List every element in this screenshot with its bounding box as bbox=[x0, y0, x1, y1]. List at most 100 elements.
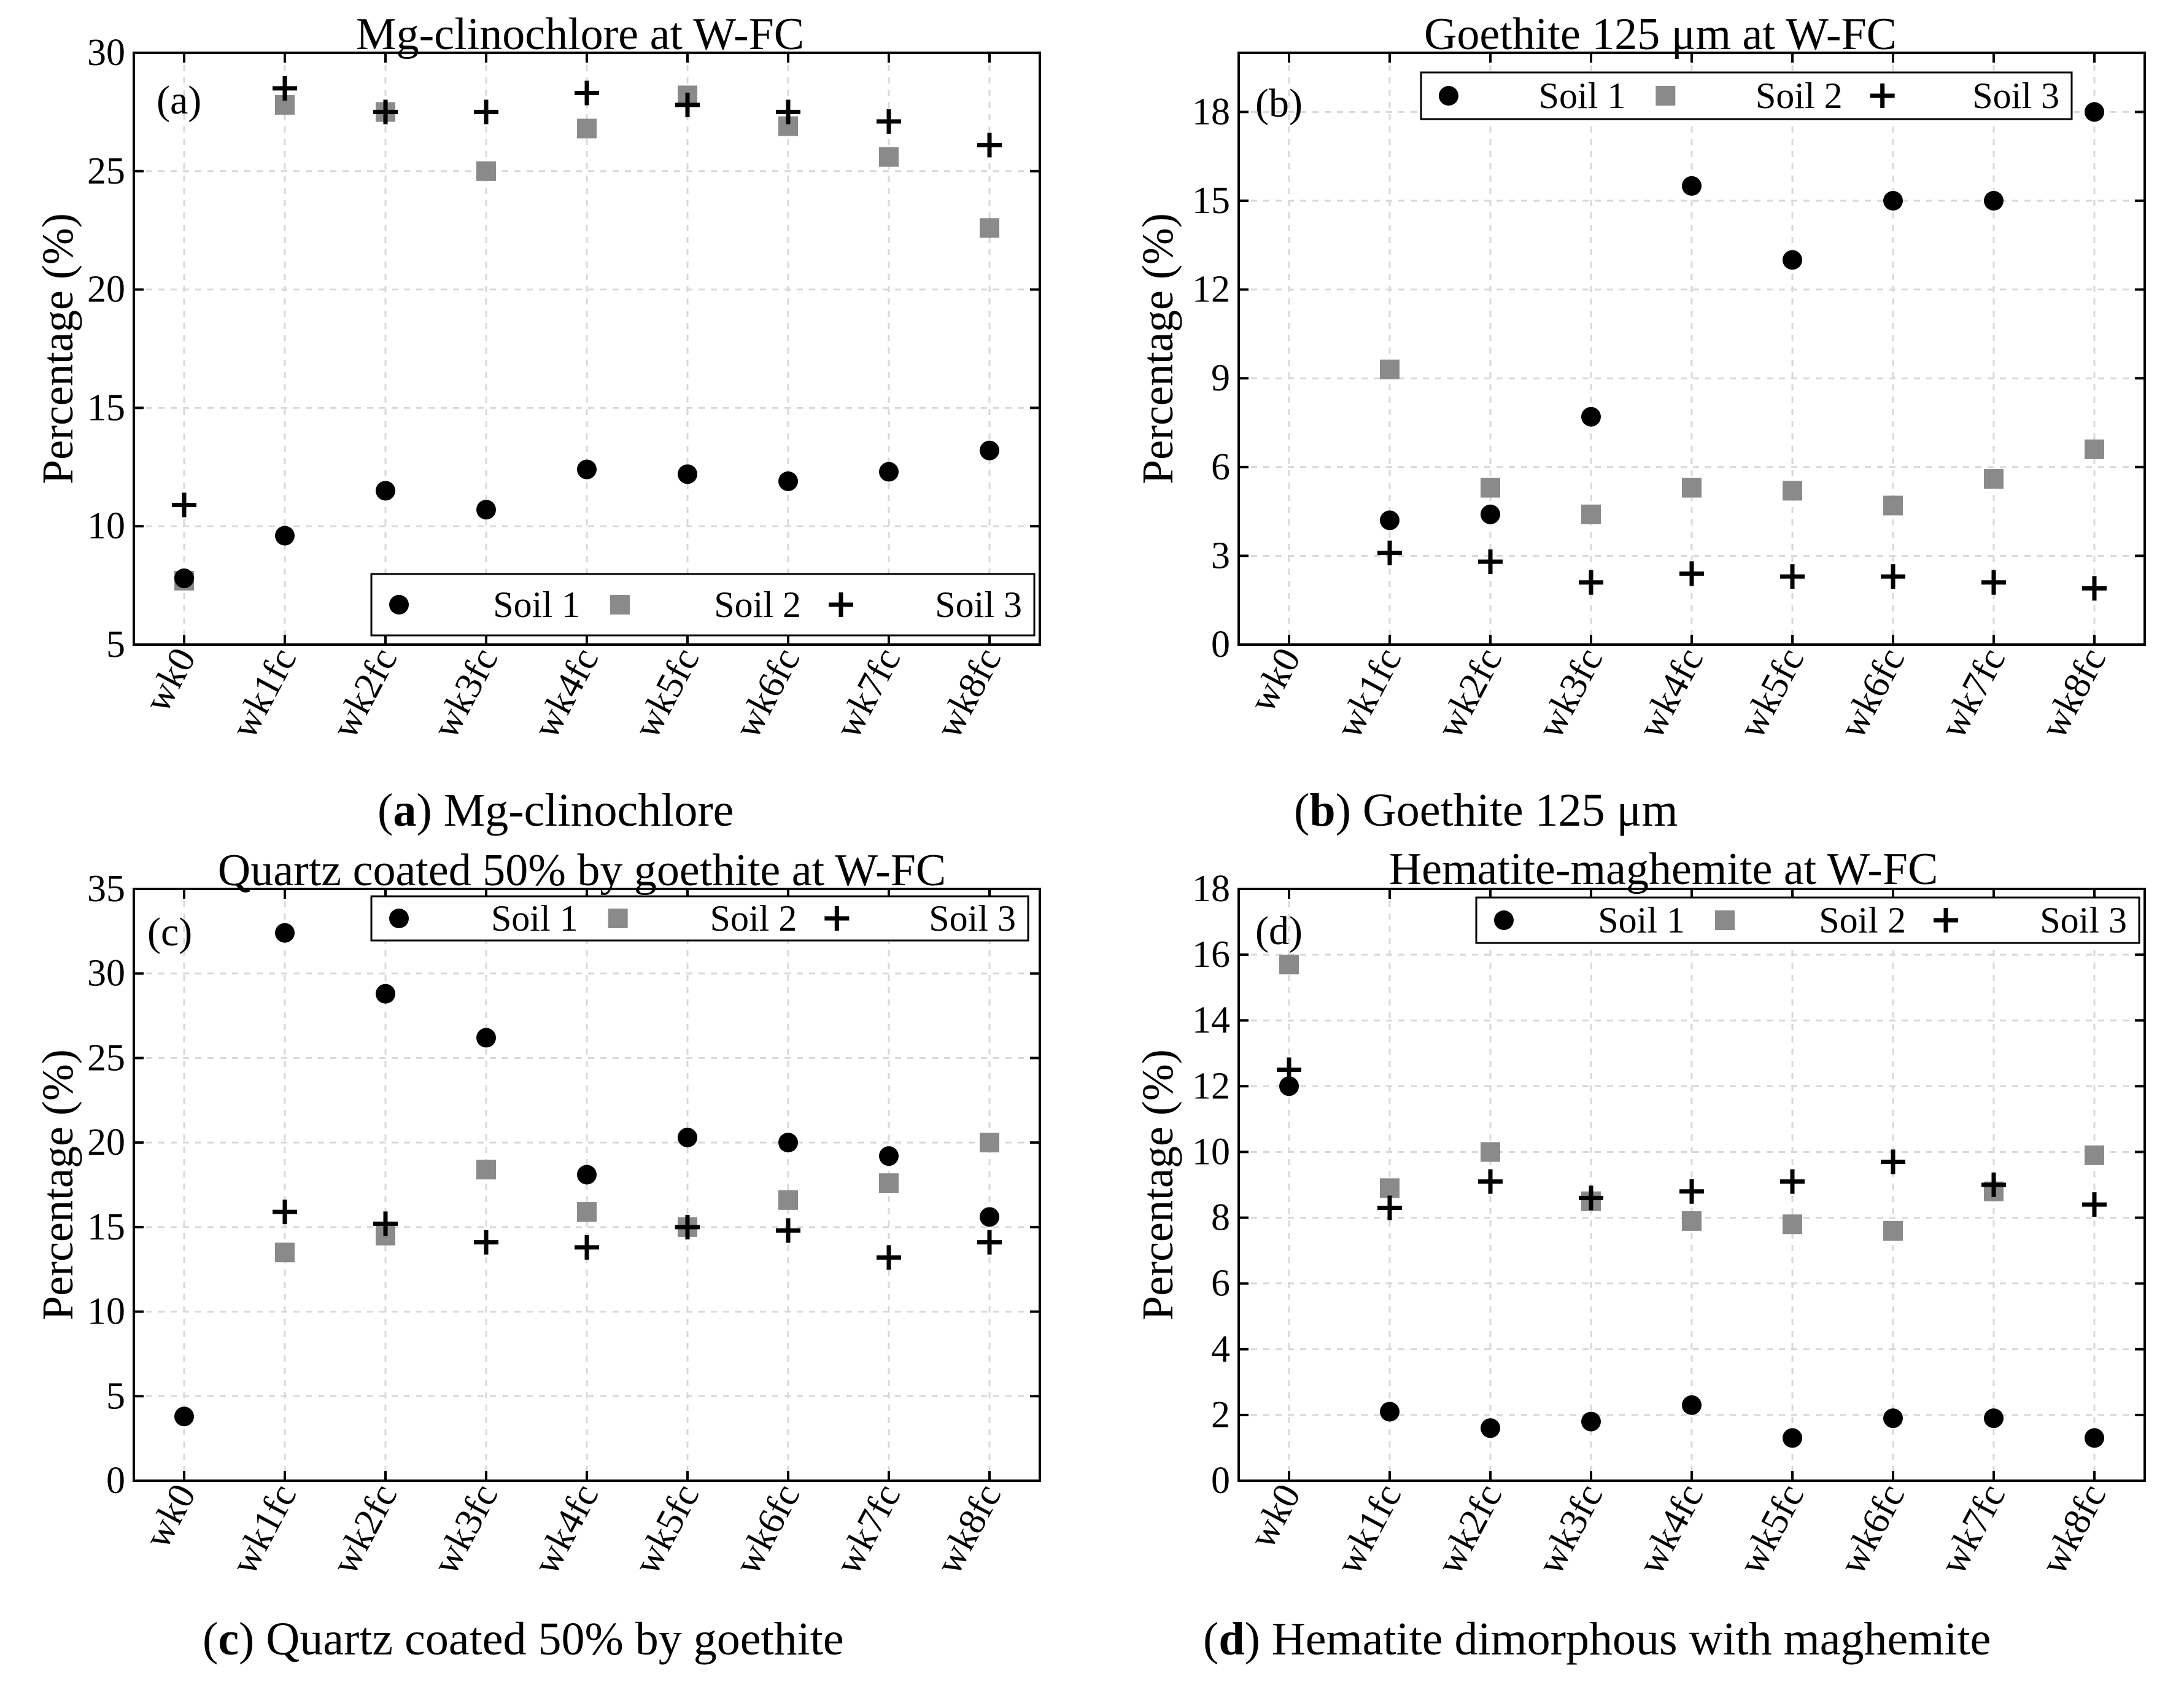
x-tick-label: wk2fc bbox=[1429, 642, 1511, 745]
x-tick-label: wk3fc bbox=[425, 642, 506, 745]
x-tick-label: wk6fc bbox=[1832, 1478, 1913, 1581]
x-tick-label: wk7fc bbox=[827, 1478, 909, 1581]
data-point bbox=[675, 1214, 700, 1239]
y-axis: 0 3 6 9 12 15 18 bbox=[1192, 91, 2145, 665]
caption-text: ) Quartz coated 50% by goethite bbox=[239, 1613, 844, 1665]
legend-label: Soil 1 bbox=[493, 584, 580, 625]
legend-marker bbox=[610, 595, 630, 615]
chart-panel-c: 0 5 10 15 20 25 30 35 wk0 wk1fc wk2fc wk3fc wk4fc wk5… bbox=[33, 845, 1041, 1665]
y-axis-label: Percentage (%) bbox=[33, 1049, 82, 1321]
caption-letter: d bbox=[1218, 1613, 1244, 1665]
x-tick-label: wk8fc bbox=[2033, 1478, 2115, 1581]
data-point bbox=[1783, 481, 1802, 501]
data-point bbox=[1481, 1418, 1500, 1438]
legend-box bbox=[1420, 71, 2073, 120]
data-point bbox=[675, 92, 700, 117]
y-axis-label: Percentage (%) bbox=[33, 213, 82, 484]
y-tick-label: 18 bbox=[1192, 91, 1230, 133]
y-tick-label: 15 bbox=[87, 1206, 125, 1248]
series-soil-3 bbox=[172, 76, 1002, 518]
caption-text: ) Mg-clinochlore bbox=[416, 785, 734, 836]
y-axis-label: Percentage (%) bbox=[1133, 1049, 1182, 1321]
data-point bbox=[577, 459, 597, 479]
caption-open-paren: ( bbox=[1203, 1613, 1218, 1665]
data-point bbox=[1279, 955, 1299, 975]
x-tick-label: wk6fc bbox=[727, 642, 808, 745]
data-point bbox=[275, 525, 295, 546]
data-point bbox=[1881, 1149, 1905, 1174]
data-point bbox=[980, 1133, 999, 1153]
data-point bbox=[172, 492, 196, 518]
x-axis: wk0 wk1fc wk2fc wk3fc wk4fc wk5fc wk6fc wk7fc wk… bbox=[1241, 889, 2114, 1581]
data-point bbox=[575, 1235, 599, 1260]
chart-title: Mg-clinochlore at W-FC bbox=[356, 9, 804, 60]
data-point bbox=[577, 1202, 597, 1222]
legend-label: Soil 3 bbox=[2040, 900, 2127, 940]
data-point bbox=[376, 481, 395, 501]
x-tick-label: wk0 bbox=[1241, 642, 1309, 719]
caption-letter: a bbox=[393, 785, 416, 836]
series-soil-3 bbox=[1377, 540, 2107, 601]
x-tick-label: wk1fc bbox=[1328, 1478, 1410, 1581]
data-point bbox=[877, 1245, 901, 1270]
figure-caption: (d) Hematite dimorphous with maghemite bbox=[1203, 1613, 1991, 1665]
y-tick-label: 6 bbox=[1211, 1263, 1230, 1305]
x-axis: wk0 wk1fc wk2fc wk3fc wk4fc wk5fc wk6fc wk7fc wk… bbox=[136, 889, 1009, 1581]
caption-open-paren: ( bbox=[378, 785, 393, 836]
x-tick-label: wk3fc bbox=[1530, 642, 1611, 745]
y-tick-label: 30 bbox=[87, 32, 125, 74]
data-point bbox=[1380, 510, 1400, 530]
caption-text: ) Goethite 125 μm bbox=[1336, 785, 1678, 836]
legend-box bbox=[370, 573, 1036, 637]
data-point bbox=[678, 1127, 697, 1147]
data-point bbox=[879, 147, 899, 167]
data-point bbox=[273, 76, 297, 101]
legend: Soil 1 Soil 2 Soil 3 bbox=[1475, 896, 2140, 944]
x-tick-label: wk4fc bbox=[1630, 1478, 1712, 1581]
x-axis: wk0 wk1fc wk2fc wk3fc wk4fc wk5fc wk6fc wk7fc wk… bbox=[136, 53, 1009, 745]
x-tick-label: wk5fc bbox=[1731, 1478, 1813, 1581]
legend-marker bbox=[824, 906, 850, 931]
x-tick-label: wk1fc bbox=[1328, 642, 1410, 745]
data-point bbox=[1478, 1169, 1503, 1194]
data-point bbox=[977, 1230, 1002, 1255]
x-tick-label: wk0 bbox=[136, 1478, 204, 1555]
legend-marker bbox=[1715, 910, 1735, 930]
series-soil-3 bbox=[273, 1200, 1002, 1270]
data-point bbox=[476, 500, 496, 520]
data-point bbox=[1481, 478, 1500, 498]
legend: Soil 1 Soil 2 Soil 3 bbox=[1420, 71, 2073, 120]
y-tick-label: 16 bbox=[1192, 934, 1230, 975]
data-point bbox=[273, 1200, 297, 1225]
y-axis: 5 10 15 20 25 30 bbox=[87, 32, 1040, 665]
data-point bbox=[1581, 1411, 1601, 1432]
caption-letter: c bbox=[218, 1613, 239, 1665]
data-point bbox=[1783, 1428, 1802, 1448]
x-tick-label: wk3fc bbox=[1530, 1478, 1611, 1581]
data-point bbox=[1984, 191, 2004, 211]
data-point bbox=[980, 1207, 999, 1227]
y-tick-label: 5 bbox=[106, 624, 125, 665]
x-tick-label: wk1fc bbox=[223, 642, 305, 745]
data-point bbox=[376, 983, 395, 1004]
data-point bbox=[1581, 406, 1601, 427]
data-point bbox=[1682, 176, 1702, 196]
x-tick-label: wk8fc bbox=[928, 1478, 1010, 1581]
series-soil-1 bbox=[1279, 1076, 2104, 1448]
data-point bbox=[1377, 1195, 1402, 1220]
series-soil-1 bbox=[174, 923, 999, 1427]
data-point bbox=[275, 923, 295, 943]
data-point bbox=[476, 1028, 496, 1048]
data-point bbox=[778, 471, 798, 491]
data-point bbox=[2085, 439, 2104, 459]
y-tick-label: 30 bbox=[87, 953, 125, 995]
legend-marker bbox=[608, 909, 628, 928]
caption-letter: b bbox=[1309, 785, 1335, 836]
data-point bbox=[577, 118, 597, 139]
legend-label: Soil 3 bbox=[935, 584, 1022, 625]
data-point bbox=[1581, 504, 1601, 524]
figure-caption: (a) Mg-clinochlore bbox=[378, 785, 734, 836]
data-point bbox=[1679, 1179, 1704, 1204]
